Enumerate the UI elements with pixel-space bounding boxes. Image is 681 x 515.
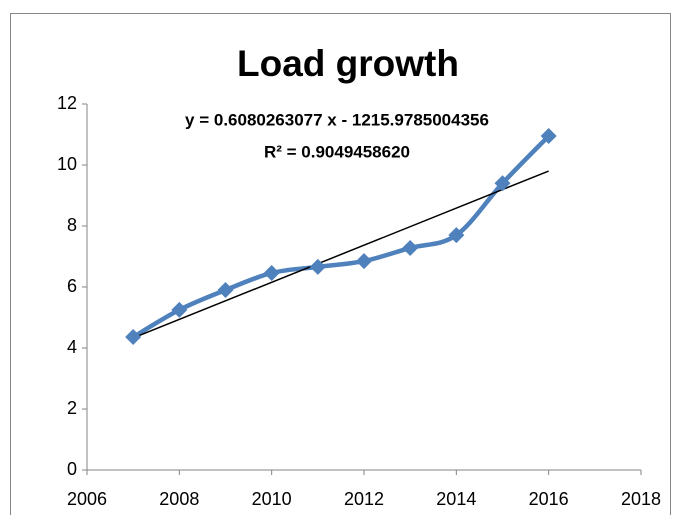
x-tick-label: 2006 bbox=[67, 489, 107, 509]
data-marker bbox=[171, 301, 188, 318]
x-tick-label: 2014 bbox=[436, 489, 476, 509]
y-tick-label: 8 bbox=[67, 215, 77, 235]
data-marker bbox=[263, 264, 280, 281]
y-tick-label: 0 bbox=[67, 459, 77, 479]
data-marker bbox=[356, 253, 372, 270]
y-tick-label: 12 bbox=[57, 93, 77, 113]
y-tick-label: 2 bbox=[67, 398, 77, 418]
data-marker bbox=[217, 282, 234, 299]
x-tick-label: 2012 bbox=[344, 489, 384, 509]
data-marker bbox=[540, 128, 557, 145]
y-tick-label: 4 bbox=[67, 337, 77, 357]
trendline-equation: y = 0.6080263077 x - 1215.9785004356 bbox=[185, 110, 489, 129]
data-marker bbox=[448, 227, 465, 244]
data-marker bbox=[402, 239, 419, 256]
y-tick-label: 10 bbox=[57, 154, 77, 174]
trendline bbox=[132, 170, 549, 339]
chart-title: Load growth bbox=[237, 43, 459, 84]
x-tick-label: 2016 bbox=[529, 489, 569, 509]
series-line bbox=[132, 134, 551, 339]
data-marker bbox=[125, 329, 142, 346]
x-tick-label: 2008 bbox=[159, 489, 199, 509]
x-tick-label: 2018 bbox=[621, 489, 661, 509]
x-tick-label: 2010 bbox=[252, 489, 292, 509]
y-tick-label: 6 bbox=[67, 276, 77, 296]
data-marker bbox=[494, 175, 511, 192]
trendline-r2: R² = 0.9049458620 bbox=[264, 142, 410, 161]
data-marker bbox=[309, 258, 326, 275]
